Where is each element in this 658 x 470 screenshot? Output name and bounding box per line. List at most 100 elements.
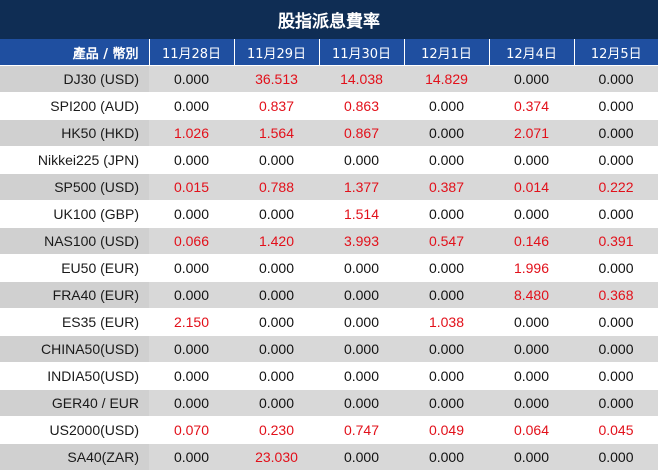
rate-value-cell: 0.000: [319, 255, 404, 282]
column-header-date: 12月1日: [404, 39, 489, 66]
rate-value-cell: 0.000: [404, 390, 489, 417]
rate-value-cell: 0.000: [574, 147, 658, 174]
product-name-cell: HK50 (HKD): [0, 120, 149, 147]
rate-value-cell: 0.000: [574, 444, 658, 470]
product-name-cell: SP500 (USD): [0, 174, 149, 201]
table-title: 股指派息費率: [0, 0, 658, 39]
rate-value-cell: 0.000: [149, 390, 234, 417]
rate-value-cell: 0.066: [149, 228, 234, 255]
rate-value-cell: 0.000: [234, 363, 319, 390]
rate-value-cell: 0.064: [489, 417, 574, 444]
rate-value-cell: 0.000: [404, 255, 489, 282]
rate-value-cell: 23.030: [234, 444, 319, 470]
rate-value-cell: 0.000: [574, 390, 658, 417]
product-name-cell: INDIA50(USD): [0, 363, 149, 390]
rate-value-cell: 0.000: [404, 363, 489, 390]
rate-value-cell: 0.070: [149, 417, 234, 444]
rate-value-cell: 0.374: [489, 93, 574, 120]
product-name-cell: NAS100 (USD): [0, 228, 149, 255]
rate-value-cell: 0.000: [574, 201, 658, 228]
rate-value-cell: 8.480: [489, 282, 574, 309]
rate-value-cell: 1.996: [489, 255, 574, 282]
column-header-product: 產品 / 幣別: [0, 39, 149, 66]
product-name-cell: ES35 (EUR): [0, 309, 149, 336]
product-name-cell: EU50 (EUR): [0, 255, 149, 282]
product-name-cell: SA40(ZAR): [0, 444, 149, 470]
product-name-cell: Nikkei225 (JPN): [0, 147, 149, 174]
rate-value-cell: 0.000: [149, 147, 234, 174]
header-row: 產品 / 幣別 11月28日 11月29日 11月30日 12月1日 12月4日…: [0, 39, 658, 66]
product-name-cell: SPI200 (AUD): [0, 93, 149, 120]
rate-value-cell: 1.564: [234, 120, 319, 147]
rate-value-cell: 0.368: [574, 282, 658, 309]
rate-value-cell: 0.049: [404, 417, 489, 444]
column-header-date: 12月5日: [574, 39, 658, 66]
column-header-date: 12月4日: [489, 39, 574, 66]
product-name-cell: CHINA50(USD): [0, 336, 149, 363]
rate-value-cell: 1.377: [319, 174, 404, 201]
rate-value-cell: 0.000: [574, 336, 658, 363]
rate-value-cell: 0.837: [234, 93, 319, 120]
rate-value-cell: 0.000: [489, 336, 574, 363]
rate-value-cell: 0.000: [149, 444, 234, 470]
rate-value-cell: 0.000: [404, 93, 489, 120]
rate-value-cell: 3.993: [319, 228, 404, 255]
rate-value-cell: 1.420: [234, 228, 319, 255]
rate-value-cell: 2.150: [149, 309, 234, 336]
rate-value-cell: 0.000: [489, 390, 574, 417]
rate-value-cell: 0.000: [149, 93, 234, 120]
rate-value-cell: 0.000: [574, 120, 658, 147]
rate-value-cell: 0.000: [574, 309, 658, 336]
rate-value-cell: 0.000: [234, 255, 319, 282]
rate-value-cell: 0.015: [149, 174, 234, 201]
product-name-cell: DJ30 (USD): [0, 66, 149, 93]
rate-value-cell: 0.230: [234, 417, 319, 444]
rate-value-cell: 0.000: [489, 309, 574, 336]
dividend-rate-table: 產品 / 幣別 11月28日 11月29日 11月30日 12月1日 12月4日…: [0, 39, 658, 470]
rate-value-cell: 0.000: [404, 201, 489, 228]
rate-value-cell: 0.000: [574, 255, 658, 282]
column-header-date: 11月30日: [319, 39, 404, 66]
rate-value-cell: 0.000: [404, 282, 489, 309]
rate-value-cell: 0.387: [404, 174, 489, 201]
rate-value-cell: 0.000: [319, 444, 404, 470]
rate-value-cell: 0.000: [574, 93, 658, 120]
rate-value-cell: 0.000: [234, 390, 319, 417]
rate-value-cell: 0.000: [319, 390, 404, 417]
rate-value-cell: 0.000: [319, 147, 404, 174]
rate-value-cell: 0.000: [319, 363, 404, 390]
rate-value-cell: 0.000: [234, 201, 319, 228]
rate-value-cell: 2.071: [489, 120, 574, 147]
rate-value-cell: 0.000: [234, 309, 319, 336]
rate-value-cell: 0.000: [149, 255, 234, 282]
rate-value-cell: 0.000: [489, 147, 574, 174]
rate-value-cell: 0.867: [319, 120, 404, 147]
rate-value-cell: 14.038: [319, 66, 404, 93]
column-header-date: 11月28日: [149, 39, 234, 66]
rate-value-cell: 0.000: [149, 282, 234, 309]
rate-value-cell: 0.045: [574, 417, 658, 444]
rate-value-cell: 0.000: [149, 66, 234, 93]
rate-value-cell: 0.000: [489, 66, 574, 93]
rate-value-cell: 0.000: [404, 120, 489, 147]
rate-value-cell: 0.222: [574, 174, 658, 201]
product-name-cell: FRA40 (EUR): [0, 282, 149, 309]
rate-value-cell: 0.000: [489, 201, 574, 228]
rate-value-cell: 0.000: [234, 336, 319, 363]
rate-value-cell: 14.829: [404, 66, 489, 93]
rate-value-cell: 0.391: [574, 228, 658, 255]
rate-value-cell: 0.000: [149, 336, 234, 363]
